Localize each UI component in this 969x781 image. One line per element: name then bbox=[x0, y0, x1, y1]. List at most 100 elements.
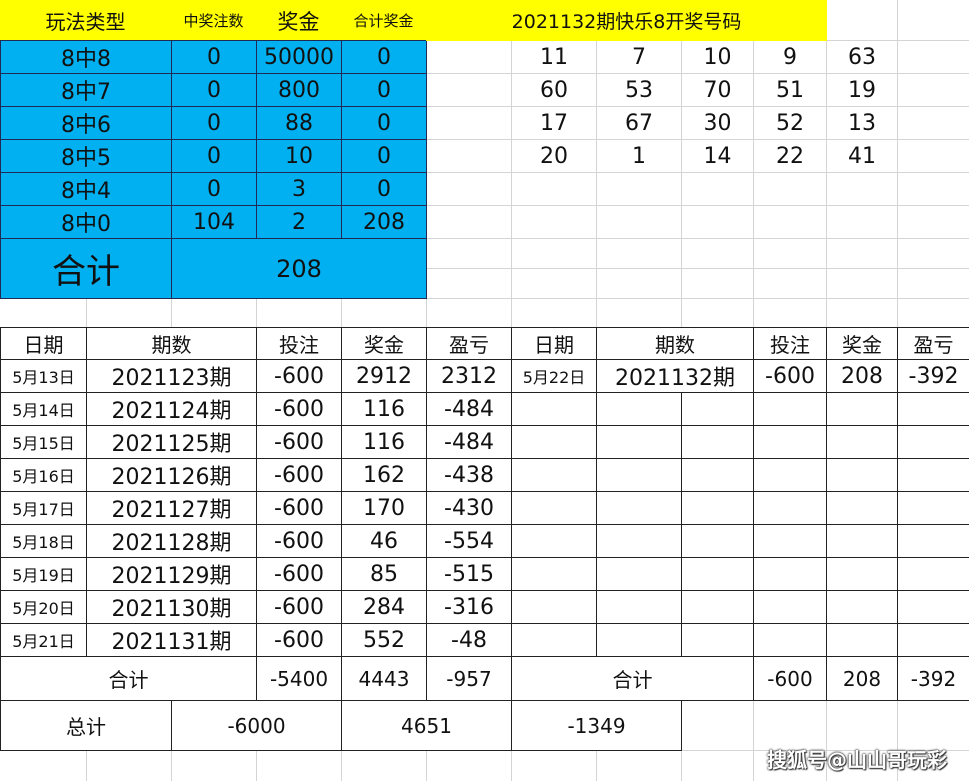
history-cell: 5月22日 bbox=[511, 359, 597, 393]
history-cell: -430 bbox=[426, 491, 512, 525]
empty-cell bbox=[826, 392, 898, 426]
draw-number: 10 bbox=[703, 44, 732, 70]
history-header: 奖金 bbox=[826, 327, 898, 360]
history-cell: -600 bbox=[256, 524, 342, 558]
draw-number: 52 bbox=[776, 110, 804, 136]
empty-cell bbox=[511, 524, 597, 558]
empty-cell bbox=[826, 491, 898, 525]
gridline bbox=[0, 73, 969, 74]
empty-cell bbox=[681, 623, 754, 657]
draw-title: 2021132期快乐8开奖号码 bbox=[426, 0, 827, 41]
subtotal-cell: -957 bbox=[426, 656, 512, 701]
history-cell: -554 bbox=[426, 524, 512, 558]
empty-cell bbox=[897, 623, 969, 657]
empty-cell bbox=[753, 557, 827, 591]
empty-cell bbox=[826, 590, 898, 624]
empty-cell bbox=[826, 623, 898, 657]
gridline bbox=[0, 238, 969, 239]
draw-number: 70 bbox=[703, 77, 732, 103]
history-cell: -600 bbox=[256, 491, 342, 525]
empty-cell bbox=[681, 557, 754, 591]
history-cell: 116 bbox=[341, 392, 427, 426]
gridline bbox=[0, 298, 969, 299]
subtotal-cell: -600 bbox=[753, 656, 827, 701]
prize-cell: 8中8 bbox=[0, 40, 172, 74]
prize-cell: 8中5 bbox=[0, 139, 172, 173]
grand-total-cell: 4651 bbox=[341, 700, 512, 751]
draw-number: 60 bbox=[540, 77, 568, 103]
history-cell: 2021123期 bbox=[86, 359, 257, 393]
gridline bbox=[0, 106, 969, 107]
draw-number: 9 bbox=[783, 44, 797, 70]
draw-number: 7 bbox=[632, 44, 646, 70]
history-cell: -600 bbox=[256, 425, 342, 459]
history-cell: 2021127期 bbox=[86, 491, 257, 525]
history-cell: 2021125期 bbox=[86, 425, 257, 459]
subtotal-cell: 208 bbox=[826, 656, 898, 701]
prize-cell: 50000 bbox=[256, 40, 342, 74]
history-header: 盈亏 bbox=[426, 327, 512, 360]
empty-cell bbox=[511, 458, 597, 492]
empty-cell bbox=[826, 425, 898, 459]
prize-cell: 2 bbox=[256, 205, 342, 239]
history-cell: -600 bbox=[256, 359, 342, 393]
history-header: 期数 bbox=[86, 327, 257, 360]
empty-cell bbox=[681, 425, 754, 459]
prize-cell: 0 bbox=[341, 106, 427, 140]
draw-number: 11 bbox=[540, 44, 568, 70]
history-cell: 2021129期 bbox=[86, 557, 257, 591]
history-cell: 170 bbox=[341, 491, 427, 525]
empty-cell bbox=[596, 524, 682, 558]
draw-number: 51 bbox=[776, 77, 804, 103]
draw-number: 17 bbox=[540, 110, 568, 136]
history-cell: -316 bbox=[426, 590, 512, 624]
history-cell: -600 bbox=[256, 590, 342, 624]
history-cell: -600 bbox=[753, 359, 827, 393]
history-header: 日期 bbox=[0, 327, 87, 360]
empty-cell bbox=[753, 491, 827, 525]
prize-total-label: 合计 bbox=[0, 238, 172, 299]
history-cell: 208 bbox=[826, 359, 898, 393]
history-cell: -438 bbox=[426, 458, 512, 492]
draw-number: 30 bbox=[703, 110, 732, 136]
history-cell: 5月14日 bbox=[0, 392, 87, 426]
prize-cell: 10 bbox=[256, 139, 342, 173]
history-cell: 5月18日 bbox=[0, 524, 87, 558]
history-header: 期数 bbox=[596, 327, 754, 360]
gridline bbox=[0, 172, 969, 173]
prize-cell: 104 bbox=[171, 205, 257, 239]
prize-cell: 0 bbox=[171, 139, 257, 173]
draw-number: 63 bbox=[848, 44, 876, 70]
prize-header: 中奖注数 bbox=[171, 0, 257, 41]
subtotal-cell: 4443 bbox=[341, 656, 427, 701]
history-header: 盈亏 bbox=[897, 327, 969, 360]
history-cell: 2312 bbox=[426, 359, 512, 393]
history-cell: 162 bbox=[341, 458, 427, 492]
empty-cell bbox=[596, 557, 682, 591]
history-header: 日期 bbox=[511, 327, 597, 360]
history-cell: 2912 bbox=[341, 359, 427, 393]
history-cell: 2021126期 bbox=[86, 458, 257, 492]
empty-cell bbox=[681, 590, 754, 624]
history-cell: -600 bbox=[256, 623, 342, 657]
history-cell: -600 bbox=[256, 458, 342, 492]
prize-cell: 208 bbox=[341, 205, 427, 239]
prize-cell: 0 bbox=[341, 139, 427, 173]
watermark: 搜狐号@山山哥玩彩 bbox=[767, 748, 947, 772]
empty-cell bbox=[753, 623, 827, 657]
history-cell: 5月16日 bbox=[0, 458, 87, 492]
empty-cell bbox=[753, 425, 827, 459]
grand-total-cell: -6000 bbox=[171, 700, 342, 751]
empty-cell bbox=[681, 392, 754, 426]
draw-number: 14 bbox=[703, 143, 732, 169]
prize-total-value: 208 bbox=[171, 238, 427, 299]
draw-number: 13 bbox=[848, 110, 876, 136]
prize-cell: 0 bbox=[341, 172, 427, 206]
subtotal-cell: -5400 bbox=[256, 656, 342, 701]
history-cell: 5月19日 bbox=[0, 557, 87, 591]
empty-cell bbox=[826, 524, 898, 558]
draw-number: 53 bbox=[625, 77, 653, 103]
empty-cell bbox=[511, 590, 597, 624]
empty-cell bbox=[681, 458, 754, 492]
history-cell: 5月15日 bbox=[0, 425, 87, 459]
